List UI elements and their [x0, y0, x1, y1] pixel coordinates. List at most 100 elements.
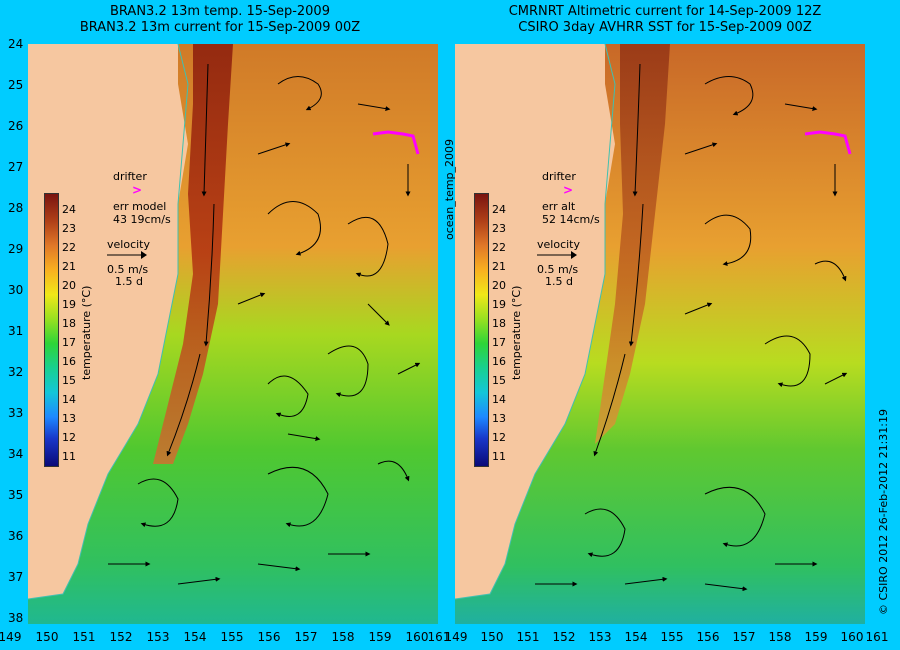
right-colorbar	[474, 193, 489, 467]
left-velocity-label: velocity	[107, 238, 150, 251]
lat-tick: 37	[8, 570, 24, 584]
lat-tick: 28	[8, 201, 24, 215]
lat-tick: 34	[8, 447, 24, 461]
colorbar-tick: 15	[62, 374, 76, 387]
lon-tick: 150	[480, 630, 504, 644]
lat-tick: 27	[8, 160, 24, 174]
lon-tick: 161	[427, 630, 451, 644]
colorbar-tick: 22	[62, 241, 76, 254]
left-map-panel	[28, 44, 438, 624]
left-err-label: err model	[113, 200, 167, 213]
colorbar-tick: 23	[492, 222, 506, 235]
right-map-svg	[455, 44, 865, 624]
right-velocity-value: 0.5 m/s	[537, 263, 579, 276]
right-velocity-arrow	[537, 250, 577, 263]
colorbar-tick: 20	[492, 279, 506, 292]
right-current-vectors	[535, 63, 848, 592]
lon-tick: 149	[444, 630, 468, 644]
lon-tick: 159	[804, 630, 828, 644]
left-drifter-track	[372, 130, 420, 155]
left-err-value: 43 19cm/s	[113, 213, 171, 226]
right-err-value: 52 14cm/s	[542, 213, 600, 226]
lon-tick: 159	[368, 630, 392, 644]
right-title-line2: CSIRO 3day AVHRR SST for 15-Sep-2009 00Z	[518, 20, 812, 35]
lat-tick: 24	[8, 37, 24, 51]
colorbar-tick: 21	[62, 260, 76, 273]
right-err-label: err alt	[542, 200, 576, 213]
left-eac-core	[153, 44, 233, 464]
colorbar-tick: 14	[492, 393, 506, 406]
lat-tick: 33	[8, 406, 24, 420]
right-map-panel	[455, 44, 865, 624]
colorbar-tick: 16	[492, 355, 506, 368]
colorbar-tick: 19	[492, 298, 506, 311]
lon-tick: 156	[696, 630, 720, 644]
lon-tick: 151	[72, 630, 96, 644]
colorbar-tick: 20	[62, 279, 76, 292]
left-title-line2: BRAN3.2 13m current for 15-Sep-2009 00Z	[79, 20, 361, 35]
right-map-title: CMRNRT Altimetric current for 14-Sep-200…	[455, 4, 875, 36]
left-map-svg	[28, 44, 438, 624]
lat-tick: 32	[8, 365, 24, 379]
colorbar-tick: 11	[492, 450, 506, 463]
right-ocean	[455, 44, 865, 624]
colorbar-tick: 18	[492, 317, 506, 330]
lon-tick: 157	[732, 630, 756, 644]
lon-tick: 154	[624, 630, 648, 644]
lon-tick: 153	[588, 630, 612, 644]
colorbar-tick: 24	[492, 203, 506, 216]
lat-tick: 25	[8, 78, 24, 92]
colorbar-tick: 16	[62, 355, 76, 368]
colorbar-tick: 13	[492, 412, 506, 425]
lon-tick: 157	[294, 630, 318, 644]
colorbar-tick: 11	[62, 450, 76, 463]
lat-tick: 31	[8, 324, 24, 338]
left-title-line1: BRAN3.2 13m temp. 15-Sep-2009	[110, 4, 330, 19]
lon-tick: 156	[257, 630, 281, 644]
colorbar-tick: 23	[62, 222, 76, 235]
right-title-line1: CMRNRT Altimetric current for 14-Sep-200…	[508, 4, 822, 19]
colorbar-tick: 18	[62, 317, 76, 330]
lat-tick: 29	[8, 242, 24, 256]
colorbar-tick: 17	[62, 336, 76, 349]
left-colorbar	[44, 193, 59, 467]
lon-tick: 155	[220, 630, 244, 644]
left-velocity-value: 0.5 m/s	[107, 263, 149, 276]
colorbar-tick: 21	[492, 260, 506, 273]
center-label: ocean_temp_2009	[443, 138, 456, 240]
right-drifter-marker: >	[563, 183, 574, 197]
lon-tick: 155	[660, 630, 684, 644]
lon-tick: 152	[109, 630, 133, 644]
colorbar-tick: 19	[62, 298, 76, 311]
left-legend: drifter > err model 43 19cm/s velocity 0…	[45, 170, 175, 470]
right-drifter-label: drifter	[542, 170, 576, 183]
right-drifter-track	[804, 130, 852, 155]
copyright-label: © CSIRO 2012 26-Feb-2012 21:31:19	[877, 409, 890, 615]
colorbar-tick: 22	[492, 241, 506, 254]
left-colorbar-label: temperature (°C)	[80, 285, 93, 380]
right-velocity-label: velocity	[537, 238, 580, 251]
lon-tick: 152	[552, 630, 576, 644]
left-ocean	[28, 44, 438, 624]
left-map-title: BRAN3.2 13m temp. 15-Sep-2009 BRAN3.2 13…	[10, 4, 430, 36]
colorbar-tick: 17	[492, 336, 506, 349]
lon-tick: 151	[516, 630, 540, 644]
lon-tick: 149	[0, 630, 22, 644]
right-eac-core	[595, 44, 670, 444]
colorbar-tick: 12	[492, 431, 506, 444]
right-colorbar-label: temperature (°C)	[510, 285, 523, 380]
lon-tick: 154	[183, 630, 207, 644]
lon-tick: 160	[405, 630, 429, 644]
colorbar-tick: 24	[62, 203, 76, 216]
lat-tick: 35	[8, 488, 24, 502]
right-legend: drifter > err alt 52 14cm/s velocity 0.5…	[470, 170, 600, 470]
lon-tick: 161	[865, 630, 889, 644]
colorbar-tick: 13	[62, 412, 76, 425]
colorbar-tick: 12	[62, 431, 76, 444]
lon-tick: 160	[840, 630, 864, 644]
lon-tick: 158	[768, 630, 792, 644]
colorbar-tick: 15	[492, 374, 506, 387]
lon-tick: 158	[331, 630, 355, 644]
lon-tick: 150	[35, 630, 59, 644]
left-current-vectors	[108, 63, 421, 585]
